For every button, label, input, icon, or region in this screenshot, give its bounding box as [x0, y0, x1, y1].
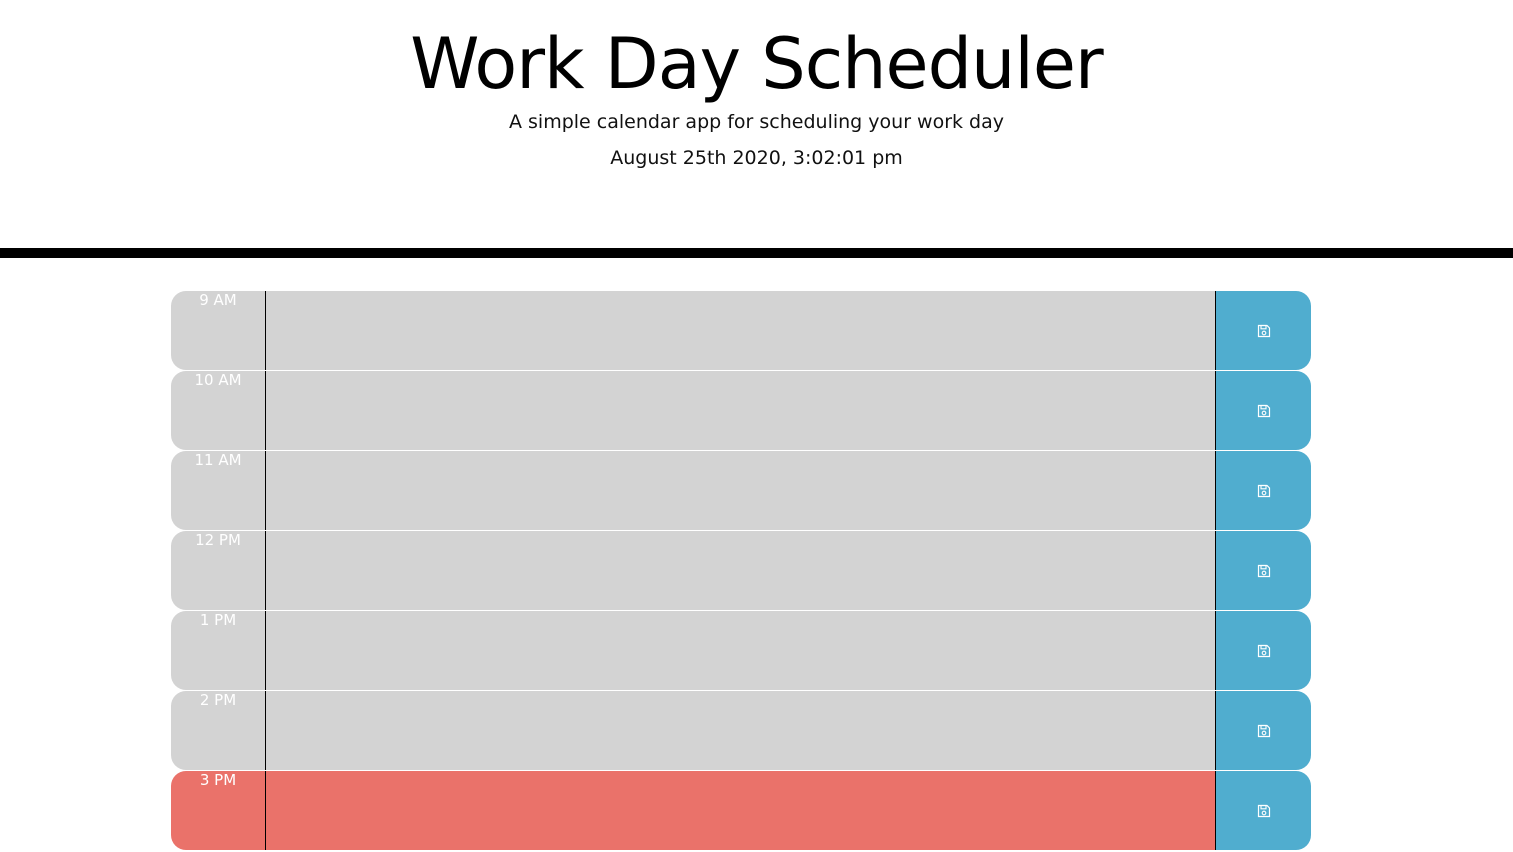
page-subtitle: A simple calendar app for scheduling you…: [508, 111, 1005, 133]
time-block-row: 2 PM: [171, 691, 1311, 770]
hour-label: 11 AM: [171, 451, 266, 530]
time-block-row: 3 PM: [171, 771, 1311, 850]
floppy-disk-icon: [1257, 484, 1270, 497]
save-button[interactable]: [1216, 291, 1311, 370]
hour-label: 3 PM: [171, 771, 266, 850]
hour-label: 2 PM: [171, 691, 266, 770]
description-input[interactable]: [266, 531, 1216, 610]
floppy-disk-icon: [1257, 404, 1270, 417]
hour-label: 1 PM: [171, 611, 266, 690]
floppy-disk-icon: [1257, 324, 1270, 337]
floppy-disk-icon: [1257, 644, 1270, 657]
floppy-disk-icon: [1257, 724, 1270, 737]
time-block-row: 9 AM: [171, 291, 1311, 370]
time-block-row: 12 PM: [171, 531, 1311, 610]
header-divider: [0, 248, 1513, 258]
floppy-disk-icon: [1257, 804, 1270, 817]
save-button[interactable]: [1216, 531, 1311, 610]
time-block-row: 1 PM: [171, 611, 1311, 690]
description-input[interactable]: [266, 771, 1216, 850]
save-button[interactable]: [1216, 691, 1311, 770]
jumbotron-header: Work Day Scheduler A simple calendar app…: [0, 0, 1513, 248]
time-block-container: 9 AM 10 AM 11 AM 12 PM 1 PM 2 PM: [171, 291, 1311, 851]
description-input[interactable]: [266, 371, 1216, 450]
page-title: Work Day Scheduler: [410, 23, 1103, 105]
current-day: August 25th 2020, 3:02:01 pm: [610, 147, 903, 169]
save-button[interactable]: [1216, 771, 1311, 850]
save-button[interactable]: [1216, 611, 1311, 690]
time-block-row: 10 AM: [171, 371, 1311, 450]
description-input[interactable]: [266, 291, 1216, 370]
floppy-disk-icon: [1257, 564, 1270, 577]
description-input[interactable]: [266, 611, 1216, 690]
description-input[interactable]: [266, 451, 1216, 530]
description-input[interactable]: [266, 691, 1216, 770]
hour-label: 12 PM: [171, 531, 266, 610]
time-block-row: 11 AM: [171, 451, 1311, 530]
hour-label: 10 AM: [171, 371, 266, 450]
save-button[interactable]: [1216, 451, 1311, 530]
hour-label: 9 AM: [171, 291, 266, 370]
save-button[interactable]: [1216, 371, 1311, 450]
